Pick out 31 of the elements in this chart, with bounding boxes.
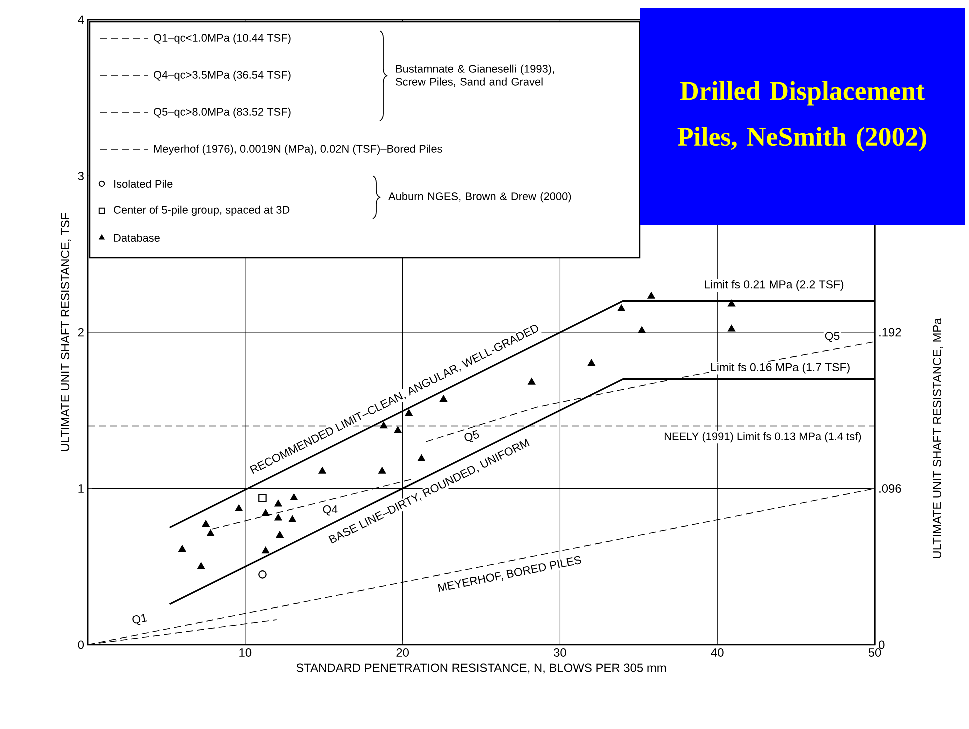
- y-tick-label: 4: [78, 16, 84, 24]
- annotation: Limit fs 0.16 MPa (1.7 TSF): [711, 363, 850, 374]
- y2-axis-title: ULTIMATE UNIT SHAFT RESISTANCE, MPa: [933, 318, 943, 558]
- text: Drilled Displacement Piles, NeSmith (2002): [678, 81, 926, 152]
- annotation: Limit fs 0.21 MPa (2.2 TSF): [705, 280, 844, 291]
- annotation: Q1: [132, 614, 148, 626]
- x-tick-label: 30: [554, 648, 566, 657]
- y-axis-title: ULTIMATE UNIT SHAFT RESISTANCE, TSF: [61, 213, 71, 452]
- legend-label: Meyerhof (1976), 0.0019N (MPa), 0.02N (TSF)–Bored Piles: [154, 144, 442, 156]
- y2-tick-label: 0: [879, 640, 885, 650]
- legend-label: Isolated Pile: [114, 180, 173, 188]
- x-tick-label: 40: [711, 648, 724, 657]
- y-tick-label: 3: [78, 172, 84, 180]
- y2-tick-label: .192: [880, 328, 902, 337]
- annotation: Q5: [825, 332, 840, 342]
- y-tick-label: 1: [78, 484, 84, 493]
- legend-label: Center of 5-pile group, spaced at 3D: [114, 206, 290, 216]
- annotation: Bustamnate & Gianeselli (1993), Screw Piles, Sand and Gravel: [396, 64, 554, 88]
- x-axis-title: STANDARD PENETRATION RESISTANCE, N, BLOWS PER 305 mm: [296, 664, 666, 674]
- y-tick-label: 2: [78, 328, 84, 337]
- y2-tick-label: .096: [880, 484, 902, 493]
- legend-label: Q4–qc>3.5MPa (36.54 TSF): [154, 70, 291, 82]
- x-tick-label: 10: [240, 648, 252, 657]
- y-tick-label: 0: [78, 640, 84, 650]
- legend-label: Database: [114, 234, 160, 242]
- annotation: Auburn NGES, Brown & Drew (2000): [388, 192, 572, 203]
- legend-label: Q1–qc<1.0MPa (10.44 TSF): [154, 34, 291, 44]
- legend-label: Q5–qc>8.0MPa (83.52 TSF): [154, 108, 291, 118]
- x-tick-label: 20: [396, 648, 409, 657]
- ref-line-label: NEELY (1991) Limit fs 0.13 MPa (1.4 tsf): [664, 432, 862, 443]
- x-tick-label: 50: [868, 648, 882, 657]
